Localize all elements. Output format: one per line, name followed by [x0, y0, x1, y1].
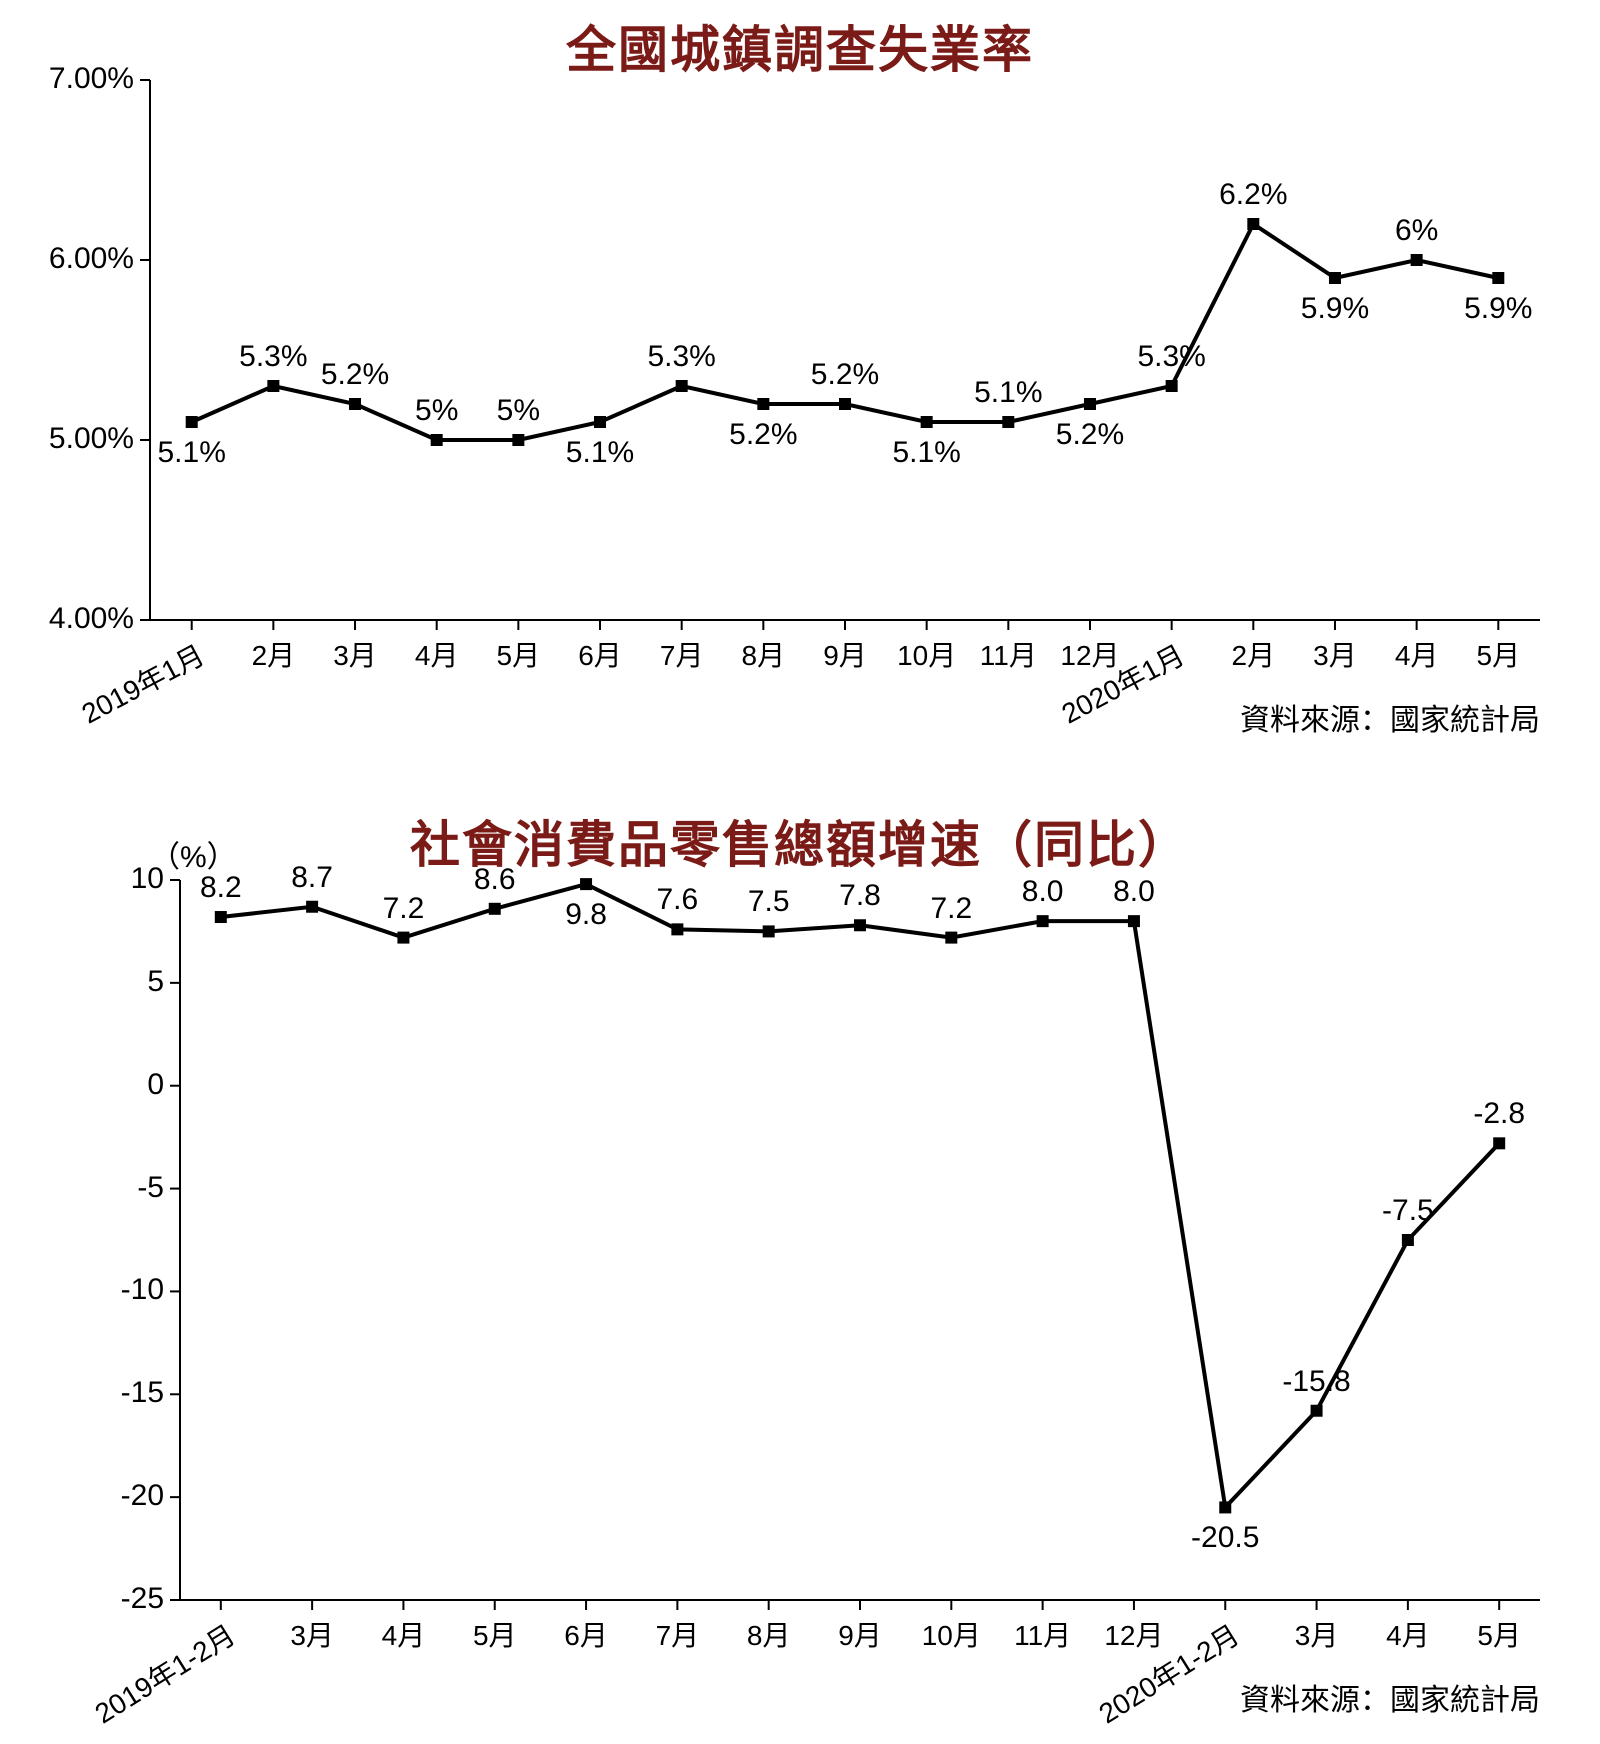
chart2-data-label: -7.5 — [1382, 1194, 1434, 1228]
chart2-ytick: -5 — [137, 1171, 164, 1205]
chart2-data-label: 7.6 — [657, 883, 699, 917]
chart2-data-label: 8.6 — [474, 863, 516, 897]
chart2-data-label: 8.0 — [1022, 875, 1064, 909]
chart2-data-label: 8.2 — [200, 871, 242, 905]
chart2-data-label: -2.8 — [1473, 1097, 1525, 1131]
chart2-source: 資料來源：國家統計局 — [1240, 1675, 1540, 1719]
chart2-data-label: 7.2 — [930, 892, 972, 926]
chart2-xtick: 11月 — [1014, 1614, 1071, 1654]
chart2-data-label: 8.0 — [1113, 875, 1155, 909]
chart2-ytick: -10 — [121, 1273, 164, 1307]
chart2-ytick: -20 — [121, 1479, 164, 1513]
chart2-xtick: 10月 — [922, 1614, 981, 1654]
chart2-xtick: 4月 — [1386, 1614, 1430, 1654]
chart2-data-label: -15.8 — [1282, 1365, 1350, 1399]
chart2-xtick: 12月 — [1104, 1614, 1163, 1654]
chart2-xtick: 8月 — [747, 1614, 791, 1654]
chart2-xtick: 4月 — [382, 1614, 426, 1654]
chart2-data-label: 9.8 — [565, 898, 607, 932]
chart2-data-label: 7.8 — [839, 879, 881, 913]
chart2-data-label: -20.5 — [1191, 1521, 1259, 1555]
chart2-xtick: 9月 — [838, 1614, 882, 1654]
chart2-xtick: 6月 — [564, 1614, 608, 1654]
chart2-ytick: -25 — [121, 1582, 164, 1616]
chart2-xtick: 5月 — [1477, 1614, 1521, 1654]
chart2-xtick: 5月 — [473, 1614, 517, 1654]
chart2-xtick: 3月 — [290, 1614, 334, 1654]
chart2-ytick: 0 — [147, 1068, 164, 1102]
chart2-ytick: 5 — [147, 965, 164, 999]
chart2-ytick: 10 — [131, 862, 164, 896]
chart2-ytick: -15 — [121, 1376, 164, 1410]
chart2-xtick: 7月 — [656, 1614, 700, 1654]
chart2-data-label: 7.5 — [748, 885, 790, 919]
chart2-data-label: 7.2 — [383, 892, 425, 926]
chart2-data-label: 8.7 — [291, 861, 333, 895]
chart2-xtick: 3月 — [1295, 1614, 1339, 1654]
